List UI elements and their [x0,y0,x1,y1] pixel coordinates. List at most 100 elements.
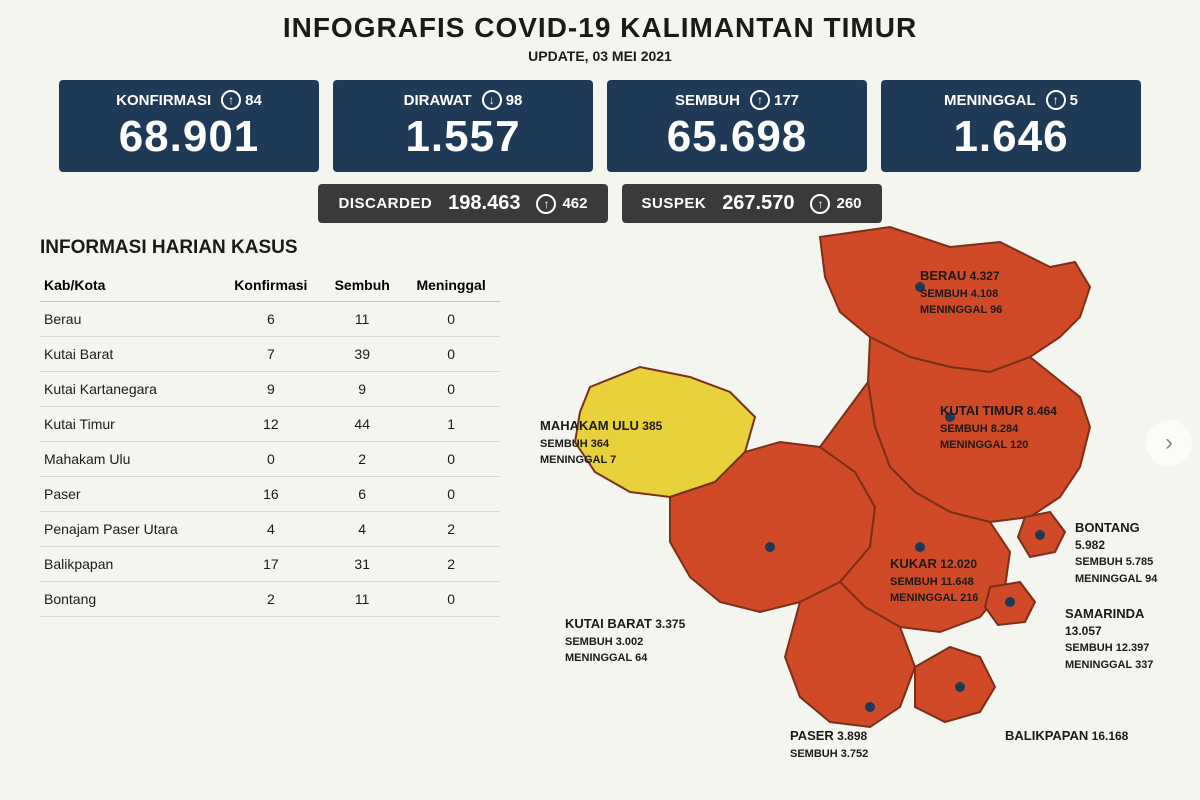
table-cell: 9 [322,372,402,407]
map-label-balikpapan: BALIKPAPAN 16.168 [1005,727,1128,745]
table-row: Mahakam Ulu020 [40,442,500,477]
map-dot [1005,597,1015,607]
next-button[interactable]: › [1146,420,1192,466]
table-cell: Bontang [40,582,220,617]
table-cell: 0 [402,442,500,477]
table-row: Kutai Timur12441 [40,407,500,442]
stat-delta: 177 [774,92,799,109]
table-row: Berau6110 [40,302,500,337]
stat-value: 65.698 [621,112,853,162]
table-cell: 11 [322,302,402,337]
stat-value: 1.557 [347,112,579,162]
table-cell: 0 [402,372,500,407]
table-cell: 2 [402,512,500,547]
stat-konfirmasi: KONFIRMASI ↑84 68.901 [59,80,319,172]
stat-meninggal: MENINGGAL ↑5 1.646 [881,80,1141,172]
substat-label: SUSPEK [642,195,707,212]
table-cell: 2 [402,547,500,582]
table-cell: 9 [220,372,323,407]
table-cell: 1 [402,407,500,442]
map-dot [765,542,775,552]
header: INFOGRAFIS COVID-19 KALIMANTAN TIMUR UPD… [0,0,1200,70]
substat-value: 198.463 [448,192,520,215]
table-row: Kutai Barat7390 [40,337,500,372]
stat-value: 68.901 [73,112,305,162]
stat-dirawat: DIRAWAT ↓98 1.557 [333,80,593,172]
region-balikpapan [915,647,995,722]
map-label-mahakam-ulu: MAHAKAM ULU 385 SEMBUH 364 MENINGGAL 7 [540,417,662,468]
page-title: INFOGRAFIS COVID-19 KALIMANTAN TIMUR [0,12,1200,44]
map-label-paser: PASER 3.898 SEMBUH 3.752 [790,727,868,761]
table-cell: Penajam Paser Utara [40,512,220,547]
table-cell: 2 [220,582,323,617]
table-cell: 44 [322,407,402,442]
table-cell: 16 [220,477,323,512]
table-row: Kutai Kartanegara990 [40,372,500,407]
arrow-up-icon: ↑ [810,194,830,214]
table-cell: 4 [322,512,402,547]
stat-value: 1.646 [895,112,1127,162]
stat-label: DIRAWAT [404,92,472,109]
main-stats-row: KONFIRMASI ↑84 68.901 DIRAWAT ↓98 1.557 … [0,70,1200,182]
arrow-up-icon: ↑ [536,194,556,214]
map-dot [915,542,925,552]
table-cell: Paser [40,477,220,512]
table-cell: Kutai Barat [40,337,220,372]
table-cell: 4 [220,512,323,547]
table-cell: 6 [220,302,323,337]
arrow-down-icon: ↓ [482,90,502,110]
map-label-berau: BERAU 4.327 SEMBUH 4.108 MENINGGAL 96 [920,267,1002,318]
stat-label: SEMBUH [675,92,740,109]
map-label-kukar: KUKAR 12.020 SEMBUH 11.648 MENINGGAL 216 [890,555,978,606]
daily-cases-table: Kab/Kota Konfirmasi Sembuh Meninggal Ber… [40,269,500,617]
table-row: Penajam Paser Utara442 [40,512,500,547]
substat-label: DISCARDED [338,195,432,212]
col-meninggal: Meninggal [402,269,500,302]
table-cell: Kutai Timur [40,407,220,442]
stat-delta: 98 [506,92,523,109]
stat-delta: 5 [1070,92,1078,109]
map-dot [955,682,965,692]
table-cell: 39 [322,337,402,372]
table-cell: Berau [40,302,220,337]
table-row: Bontang2110 [40,582,500,617]
table-cell: 2 [322,442,402,477]
chevron-right-icon: › [1165,429,1173,457]
table-cell: Balikpapan [40,547,220,582]
table-cell: 6 [322,477,402,512]
table-cell: 17 [220,547,323,582]
stat-sembuh: SEMBUH ↑177 65.698 [607,80,867,172]
table-cell: 0 [402,337,500,372]
substat-delta: 260 [836,195,861,212]
arrow-up-icon: ↑ [750,90,770,110]
arrow-up-icon: ↑ [1046,90,1066,110]
map-label-bontang: BONTANG 5.982 SEMBUH 5.785 MENINGGAL 94 [1075,519,1160,586]
stat-label: MENINGGAL [944,92,1036,109]
arrow-up-icon: ↑ [221,90,241,110]
table-cell: 0 [402,477,500,512]
table-cell: 7 [220,337,323,372]
substat-delta: 462 [562,195,587,212]
table-cell: Kutai Kartanegara [40,372,220,407]
map-dot [865,702,875,712]
table-cell: 12 [220,407,323,442]
content-row: INFORMASI HARIAN KASUS Kab/Kota Konfirma… [0,223,1200,757]
map-label-kutai-timur: KUTAI TIMUR 8.464 SEMBUH 8.284 MENINGGAL… [940,402,1057,453]
daily-table-section: INFORMASI HARIAN KASUS Kab/Kota Konfirma… [40,237,500,757]
map-label-kutai-barat: KUTAI BARAT 3.375 SEMBUH 3.002 MENINGGAL… [565,615,685,666]
col-konfirmasi: Konfirmasi [220,269,323,302]
col-sembuh: Sembuh [322,269,402,302]
table-row: Balikpapan17312 [40,547,500,582]
table-title: INFORMASI HARIAN KASUS [40,237,500,259]
map-section: BERAU 4.327 SEMBUH 4.108 MENINGGAL 96 KU… [520,237,1160,757]
update-date: UPDATE, 03 MEI 2021 [0,48,1200,64]
table-cell: Mahakam Ulu [40,442,220,477]
table-cell: 11 [322,582,402,617]
substat-value: 267.570 [722,192,794,215]
map-label-samarinda: SAMARINDA 13.057 SEMBUH 12.397 MENINGGAL… [1065,605,1160,672]
stat-delta: 84 [245,92,262,109]
table-cell: 31 [322,547,402,582]
stat-label: KONFIRMASI [116,92,211,109]
kaltim-map [520,217,1200,757]
col-kabkota: Kab/Kota [40,269,220,302]
